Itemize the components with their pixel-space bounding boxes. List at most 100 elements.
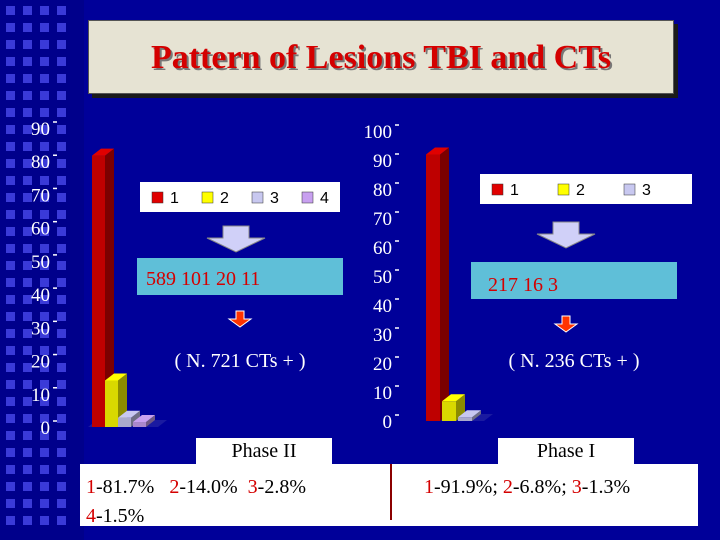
y-tick-label-phase-i: 80 (373, 180, 392, 201)
decorative-square (57, 57, 66, 66)
decorative-square (23, 125, 32, 134)
percentages-box (80, 464, 698, 526)
y-tick-label-phase-ii: 0 (41, 418, 51, 439)
decorative-square (57, 125, 66, 134)
bar-front (105, 380, 118, 427)
decorative-square (40, 482, 49, 491)
phase-i-label: Phase I (498, 438, 634, 464)
decorative-square (6, 431, 15, 440)
decorative-square (6, 193, 15, 202)
decorative-square (40, 74, 49, 83)
decorative-square (40, 23, 49, 32)
pct-value-2: -6.8%; (512, 476, 572, 498)
y-tick-label-phase-i: 0 (383, 412, 393, 433)
decorative-square (23, 142, 32, 151)
decorative-square (40, 193, 49, 202)
decorative-square (23, 482, 32, 491)
decorative-square (57, 193, 66, 202)
decorative-square (6, 448, 15, 457)
bar-front (442, 401, 456, 421)
decorative-square (6, 261, 15, 270)
y-tick-label-phase-ii: 70 (31, 185, 50, 206)
bar-4-phase-ii (133, 415, 155, 427)
percentages-divider (390, 464, 392, 520)
percentages-phase-ii-line2: 4-1.5% (86, 505, 144, 528)
decorative-square (6, 363, 15, 372)
decorative-square (57, 142, 66, 151)
y-tick-label-phase-ii: 10 (31, 385, 50, 406)
pct-key-1: 1 (424, 476, 434, 498)
legend-label-1-phase-ii: 1 (170, 190, 179, 207)
decorative-square (57, 414, 66, 423)
decorative-square (6, 142, 15, 151)
decorative-square (23, 346, 32, 355)
decorative-square (6, 210, 15, 219)
pct-key-2: 2 (169, 476, 180, 498)
decorative-square (57, 448, 66, 457)
y-tick-label-phase-i: 20 (373, 354, 392, 375)
y-tick-label-phase-ii: 50 (31, 252, 50, 273)
decorative-square (23, 465, 32, 474)
decorative-square (6, 23, 15, 32)
decorative-square (57, 40, 66, 49)
legend-swatch-4-phase-ii (301, 191, 314, 204)
legend-swatch-3-phase-ii (251, 191, 264, 204)
counts-text-phase-ii: 589 101 20 11 (146, 268, 260, 290)
counts-text-phase-i: 217 16 3 (488, 274, 558, 296)
bar-side (472, 410, 481, 421)
decorative-square-column (6, 6, 66, 525)
down-arrow-phase-ii (206, 225, 266, 253)
decorative-square (40, 380, 49, 389)
decorative-square (57, 482, 66, 491)
decorative-square (23, 329, 32, 338)
y-tick-label-phase-i: 100 (364, 122, 393, 143)
bar-top (92, 148, 114, 156)
decorative-square (6, 125, 15, 134)
decorative-square (57, 227, 66, 236)
decorative-square (40, 295, 49, 304)
bar-front (92, 155, 105, 427)
pct-value-2: -14.0% (179, 476, 238, 498)
y-tick-label-phase-ii: 90 (31, 119, 50, 140)
decorative-square (57, 431, 66, 440)
legend-label-2-phase-i: 2 (576, 182, 585, 199)
legend-label-1-phase-i: 1 (510, 182, 519, 199)
y-tick-label-phase-i: 10 (373, 383, 392, 404)
total-label-phase-ii: ( N. 721 CTs + ) (175, 350, 306, 372)
decorative-square (23, 363, 32, 372)
decorative-square (6, 295, 15, 304)
percentages-phase-ii: 1-81.7% 2-14.0% 3-2.8% (86, 476, 306, 499)
decorative-square (57, 23, 66, 32)
decorative-square (57, 516, 66, 525)
decorative-square (23, 278, 32, 287)
decorative-square (40, 108, 49, 117)
decorative-square (23, 499, 32, 508)
decorative-square (6, 108, 15, 117)
phase-ii-label: Phase II (196, 438, 332, 464)
bar-2-phase-ii (105, 373, 127, 427)
decorative-square (57, 465, 66, 474)
decorative-square (57, 380, 66, 389)
decorative-square (6, 74, 15, 83)
bar-front (458, 417, 472, 421)
decorative-square (57, 91, 66, 100)
legend-swatch-2-phase-i (557, 183, 570, 196)
decorative-square (6, 176, 15, 185)
decorative-square (40, 516, 49, 525)
percentages-phase-i: 1-91.9%; 2-6.8%; 3-1.3% (424, 476, 630, 499)
decorative-square (40, 159, 49, 168)
bar-1-phase-ii (92, 148, 114, 427)
bar-top (458, 410, 481, 418)
pct-value-3: -2.8% (257, 476, 306, 498)
bar-top (118, 410, 140, 418)
decorative-square (57, 329, 66, 338)
decorative-square (23, 74, 32, 83)
y-tick-label-phase-i: 40 (373, 296, 392, 317)
legend-label-3-phase-ii: 3 (270, 190, 279, 207)
y-tick-label-phase-i: 60 (373, 238, 392, 259)
y-tick-label-phase-i: 50 (373, 267, 392, 288)
bar-side (105, 148, 114, 427)
decorative-square (40, 261, 49, 270)
decorative-square (23, 57, 32, 66)
